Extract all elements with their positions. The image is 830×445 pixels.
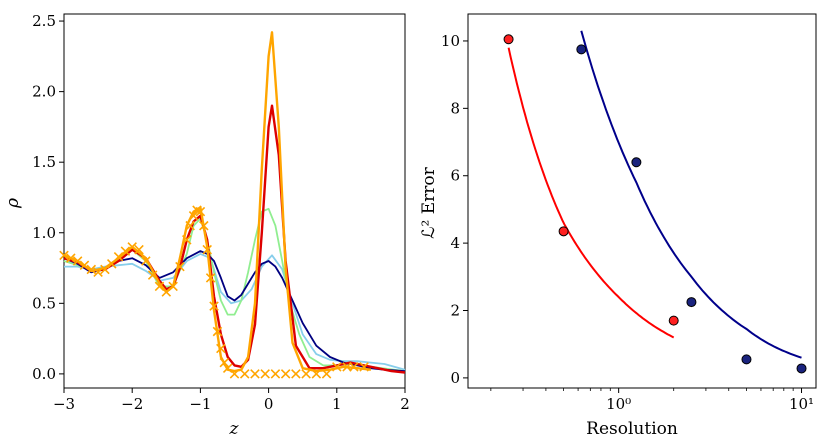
y-tick-label: 0.0: [32, 365, 56, 383]
y-tick-label: 2.5: [32, 12, 56, 30]
x-marker: [59, 250, 69, 261]
left-x-axis: −3 −2 −1 0 1 2: [53, 388, 410, 413]
data-point: [558, 226, 569, 237]
x-marker: [199, 220, 209, 231]
right-y-axis: 0 2 4 6 8 10: [441, 32, 468, 387]
x-tick-label: 2: [400, 395, 410, 413]
line-red: [63, 104, 406, 374]
x-tick-label: −3: [53, 395, 75, 413]
data-point: [796, 363, 807, 374]
data-point: [631, 157, 642, 168]
x-tick-label: −1: [189, 395, 211, 413]
y-tick-label: 6: [450, 167, 460, 185]
y-tick-label: 0.5: [32, 294, 56, 312]
x-marker: [185, 220, 195, 231]
x-marker: [280, 369, 291, 379]
x-marker: [342, 362, 352, 372]
right-x-axis: 10⁰ 10¹: [490, 388, 814, 413]
x-tick-label: 10¹: [789, 395, 814, 413]
x-marker: [195, 206, 206, 217]
navy-points: [576, 44, 807, 374]
x-marker: [86, 264, 97, 275]
navy-fit-curve: [580, 30, 802, 359]
right-plot-frame: [467, 13, 817, 389]
x-marker: [113, 251, 124, 262]
y-tick-label: 2.0: [32, 83, 56, 101]
x-marker: [321, 369, 332, 379]
x-tick-label: 1: [332, 395, 342, 413]
left-y-axis: 0.0 0.5 1.0 1.5 2.0 2.5: [32, 12, 64, 383]
x-marker: [270, 369, 281, 379]
x-marker: [202, 244, 212, 255]
x-marker: [229, 369, 240, 379]
y-tick-label: 1.0: [32, 224, 56, 242]
x-marker: [175, 261, 185, 272]
y-tick-label: 1.5: [32, 153, 56, 171]
x-marker: [168, 281, 178, 292]
x-marker: [216, 343, 226, 354]
x-marker: [154, 281, 165, 292]
x-marker-series: [59, 205, 369, 379]
x-marker: [209, 301, 219, 311]
left-series-group: [59, 31, 406, 379]
y-tick-label: 4: [450, 234, 460, 252]
left-plot: −3 −2 −1 0 1 2 0.0 0.5 1.0 1.5 2.0 2.5 z ρ: [3, 12, 410, 439]
x-marker: [359, 362, 369, 372]
y-tick-label: 0: [450, 369, 460, 387]
data-point: [576, 44, 587, 55]
right-y-axis-title: ℒ² Error: [419, 166, 439, 238]
x-marker: [100, 264, 110, 275]
x-marker: [181, 235, 192, 245]
left-x-axis-title: z: [229, 419, 240, 439]
right-x-axis-title: Resolution: [586, 419, 678, 439]
y-tick-label: 2: [450, 302, 460, 320]
x-marker: [161, 287, 172, 297]
x-marker: [72, 256, 83, 266]
red-fit-curve: [507, 47, 675, 339]
x-marker: [120, 246, 131, 256]
data-point: [503, 34, 514, 45]
red-points: [503, 34, 679, 326]
data-point: [668, 315, 679, 326]
x-marker: [79, 260, 90, 270]
x-marker: [141, 256, 151, 266]
y-tick-label: 8: [450, 99, 460, 117]
x-marker: [134, 244, 144, 255]
left-plot-frame: [63, 13, 406, 389]
x-marker: [239, 369, 250, 379]
x-marker: [66, 253, 76, 263]
right-plot: 10⁰ 10¹ 0 2 4 6 8 10 Resolution ℒ² Error: [419, 13, 817, 439]
line-navy: [63, 250, 406, 372]
data-point: [741, 354, 752, 365]
x-marker: [250, 369, 260, 379]
right-series-group: [503, 30, 807, 374]
x-marker: [212, 326, 223, 337]
x-marker: [222, 363, 233, 374]
x-tick-label: −2: [121, 395, 143, 413]
x-marker: [311, 369, 322, 379]
x-tick-label: 0: [264, 395, 274, 413]
line-light-blue: [64, 252, 406, 371]
x-marker: [332, 362, 342, 372]
x-tick-label: 10⁰: [606, 395, 631, 413]
x-marker: [219, 357, 230, 368]
x-marker: [127, 242, 137, 252]
x-marker: [93, 267, 103, 278]
data-point: [686, 297, 697, 308]
x-marker: [205, 273, 216, 283]
x-marker: [349, 362, 359, 372]
y-tick-label: 10: [441, 32, 460, 50]
line-light-green: [63, 207, 406, 372]
x-marker: [291, 369, 301, 379]
x-marker: [260, 369, 270, 379]
x-marker: [147, 270, 158, 280]
x-marker: [301, 369, 311, 379]
x-marker: [188, 211, 199, 221]
left-y-axis-title: ρ: [3, 198, 23, 209]
